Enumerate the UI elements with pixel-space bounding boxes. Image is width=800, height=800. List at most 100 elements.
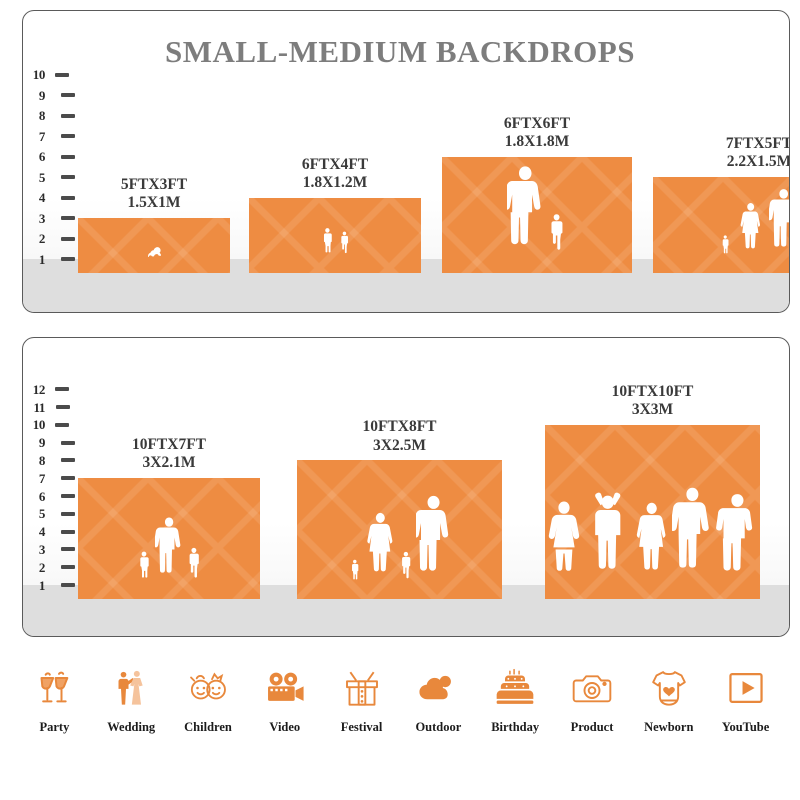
y-axis-tick-mark <box>54 422 69 427</box>
chart-2-y-axis: 12 11 10 9 8 7 6 5 4 3 2 1 <box>23 338 75 636</box>
movie-camera-icon <box>264 660 306 716</box>
y-axis-tick-label: 6 <box>38 149 46 164</box>
y-axis-tick-mark <box>60 529 75 534</box>
bar-size-label: 6FTX4FT 1.8X1.2M <box>301 155 369 191</box>
y-axis-tick-5: 5 <box>38 506 75 522</box>
y-axis-tick-mark <box>60 494 75 498</box>
y-axis-tick-1: 1 <box>38 251 75 267</box>
y-axis-tick-label: 8 <box>38 108 46 123</box>
chart-2-bar-area: 10FTX7FT 3X2.1M 10FTX8FT 3X2.5M 10FTX10FT … <box>45 338 789 636</box>
y-axis-tick-4: 4 <box>38 524 75 540</box>
use-case-label: Newborn <box>644 720 694 734</box>
bar-size-label: 5FTX3FT 1.5X1M <box>120 176 188 212</box>
y-axis-tick-mark <box>60 476 75 481</box>
chart-panel-large: 12 11 10 9 8 7 6 5 4 3 2 1 10FTX7FT 3X2.1M 10FTX8FT … <box>22 337 790 637</box>
y-axis-tick-label: 10 <box>32 67 46 82</box>
wedding-couple-icon <box>111 660 151 716</box>
y-axis-tick-mark <box>60 134 75 138</box>
y-axis-tick-label: 8 <box>38 452 46 468</box>
y-axis-tick-mark <box>60 547 75 552</box>
use-case-label: Product <box>570 720 614 734</box>
y-axis-tick-mark <box>60 458 75 463</box>
use-case-item-birthday[interactable]: Birthday <box>477 660 554 735</box>
y-axis-tick-label: 7 <box>38 128 46 144</box>
y-axis-tick-mark <box>60 175 75 179</box>
use-case-item-wedding[interactable]: Wedding <box>93 660 170 735</box>
use-case-label: Children <box>184 720 232 734</box>
use-case-label: Outdoor <box>415 720 462 734</box>
use-case-item-video[interactable]: Video <box>246 660 323 735</box>
y-axis-tick-4: 4 <box>38 190 75 205</box>
y-axis-tick-label: 3 <box>38 210 46 226</box>
backdrop-size-bar[interactable] <box>78 218 230 273</box>
y-axis-tick-2: 2 <box>38 231 75 246</box>
use-case-label: Festival <box>340 720 383 734</box>
y-axis-tick-mark <box>55 405 70 409</box>
backdrop-size-bar[interactable] <box>249 197 421 273</box>
y-axis-tick-label: 4 <box>38 190 46 205</box>
y-axis-tick-8: 8 <box>38 108 75 123</box>
y-axis-tick-label: 7 <box>38 470 46 486</box>
use-case-item-outdoor[interactable]: Outdoor <box>400 660 477 735</box>
y-axis-tick-mark <box>60 565 75 570</box>
use-case-item-children[interactable]: Children <box>170 660 247 735</box>
use-case-item-party[interactable]: Party <box>16 660 93 735</box>
y-axis-tick-label: 5 <box>38 169 46 185</box>
use-case-item-festival[interactable]: Festival <box>323 660 400 735</box>
y-axis-tick-label: 1 <box>38 251 46 267</box>
camera-icon <box>572 660 612 716</box>
y-axis-tick-label: 5 <box>38 506 46 522</box>
use-case-label: Wedding <box>107 720 156 734</box>
y-axis-tick-label: 3 <box>38 541 46 557</box>
y-axis-tick-2: 2 <box>38 559 75 575</box>
play-button-icon <box>727 660 765 716</box>
bar-size-label: 6FTX6FT 1.8X1.8M <box>503 114 571 150</box>
backdrop-size-bar[interactable] <box>442 156 632 273</box>
y-axis-tick-mark <box>60 236 75 241</box>
y-axis-tick-label: 12 <box>32 381 46 397</box>
bar-size-label: 10FTX10FT 3X3M <box>611 382 694 419</box>
y-axis-tick-label: 1 <box>38 577 46 593</box>
backdrop-size-bar[interactable] <box>297 460 502 599</box>
y-axis-tick-label: 6 <box>38 488 46 504</box>
use-case-label: YouTube <box>721 720 770 734</box>
y-axis-tick-label: 2 <box>38 559 46 575</box>
use-case-item-youtube[interactable]: YouTube <box>707 660 784 735</box>
y-axis-tick-mark <box>60 583 75 587</box>
birthday-cake-icon <box>495 660 535 716</box>
y-axis-tick-label: 2 <box>38 231 46 246</box>
chart-1-y-axis: 10 9 8 7 6 5 4 3 2 1 <box>23 11 75 312</box>
bar-size-label: 10FTX8FT 3X2.5M <box>362 418 437 454</box>
y-axis-tick-1: 1 <box>38 577 75 593</box>
gift-box-icon <box>342 660 382 716</box>
y-axis-tick-mark <box>60 93 75 97</box>
y-axis-tick-mark <box>54 72 69 77</box>
y-axis-tick-9: 9 <box>38 87 75 103</box>
use-case-item-product[interactable]: Product <box>554 660 631 735</box>
y-axis-tick-mark <box>60 257 75 261</box>
baby-onesie-icon <box>649 660 689 716</box>
y-axis-tick-label: 9 <box>38 87 46 103</box>
use-case-label: Party <box>39 720 70 734</box>
y-axis-tick-10: 10 <box>32 67 69 82</box>
chart-panel-small-medium: 10 9 8 7 6 5 4 3 2 1 5FTX3FT 1.5X1M 6FTX4FT 1.8X1.… <box>22 10 790 313</box>
y-axis-tick-label: 10 <box>32 417 46 433</box>
y-axis-tick-8: 8 <box>38 452 75 468</box>
y-axis-tick-mark <box>60 113 75 118</box>
y-axis-tick-mark <box>60 216 75 220</box>
y-axis-tick-3: 3 <box>38 541 75 557</box>
champagne-glasses-icon <box>34 660 74 716</box>
y-axis-tick-mark <box>60 440 75 445</box>
children-faces-icon <box>187 660 229 716</box>
use-case-label: Birthday <box>491 720 540 734</box>
y-axis-tick-5: 5 <box>38 169 75 185</box>
backdrop-size-bar[interactable] <box>78 478 260 599</box>
y-axis-tick-11: 11 <box>34 401 70 414</box>
backdrop-size-bar[interactable] <box>545 424 760 600</box>
y-axis-tick-label: 4 <box>38 524 46 540</box>
use-case-item-newborn[interactable]: Newborn <box>630 660 707 735</box>
backdrop-size-bar[interactable] <box>653 177 789 273</box>
y-axis-tick-10: 10 <box>32 417 69 433</box>
use-case-label: Video <box>269 720 301 734</box>
